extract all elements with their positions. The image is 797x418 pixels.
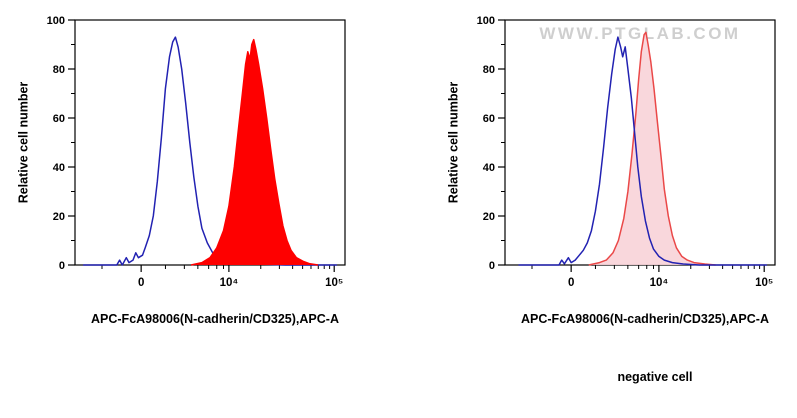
flow-histogram-right: 0 20 40 60 80 100 0 10⁴ 10⁵ bbox=[477, 15, 776, 289]
svg-text:60: 60 bbox=[483, 113, 495, 125]
svg-text:10⁵: 10⁵ bbox=[755, 277, 773, 289]
right-histogram-panel: WWW.PTGLAB.COM Relative cell number 0 20 4… bbox=[430, 0, 797, 418]
x-axis-label-left: APC-FcA98006(N-cadherin/CD325),APC-A bbox=[91, 312, 339, 326]
svg-text:0: 0 bbox=[59, 260, 65, 272]
svg-text:60: 60 bbox=[53, 113, 65, 125]
svg-text:100: 100 bbox=[47, 15, 65, 27]
svg-text:40: 40 bbox=[483, 162, 495, 174]
negative-cell-label: negative cell bbox=[617, 370, 693, 384]
svg-text:40: 40 bbox=[53, 162, 65, 174]
svg-text:10⁴: 10⁴ bbox=[220, 277, 239, 289]
svg-text:0: 0 bbox=[568, 277, 574, 289]
x-axis-label-right: APC-FcA98006(N-cadherin/CD325),APC-A bbox=[521, 312, 769, 326]
svg-text:20: 20 bbox=[53, 211, 65, 223]
svg-text:20: 20 bbox=[483, 211, 495, 223]
svg-text:100: 100 bbox=[477, 15, 495, 27]
watermark-text: WWW.PTGLAB.COM bbox=[539, 24, 741, 43]
left-histogram-panel: Relative cell number 0 20 40 60 80 100 0 10⁴ 10⁵… bbox=[0, 0, 398, 418]
svg-text:10⁵: 10⁵ bbox=[325, 277, 343, 289]
svg-text:10⁴: 10⁴ bbox=[650, 277, 669, 289]
flow-histogram-left: 0 20 40 60 80 100 0 10⁴ 10⁵ bbox=[47, 15, 346, 289]
svg-text:80: 80 bbox=[53, 64, 65, 76]
svg-text:80: 80 bbox=[483, 64, 495, 76]
svg-text:0: 0 bbox=[489, 260, 495, 272]
svg-text:0: 0 bbox=[138, 277, 144, 289]
